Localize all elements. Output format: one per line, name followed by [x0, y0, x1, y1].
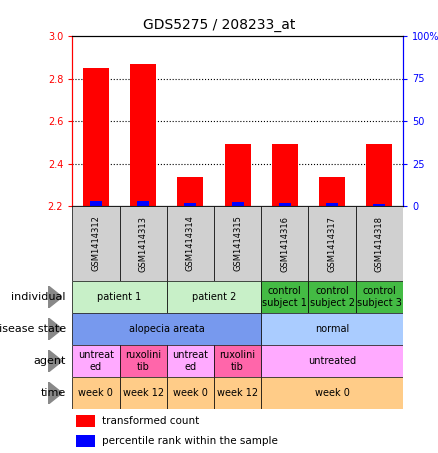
Bar — [356, 206, 403, 281]
Bar — [72, 313, 261, 345]
Text: GSM1414312: GSM1414312 — [92, 216, 100, 271]
Text: control
subject 2: control subject 2 — [310, 286, 355, 308]
Bar — [319, 177, 345, 206]
Text: week 0: week 0 — [173, 388, 208, 398]
Polygon shape — [48, 382, 62, 404]
Bar — [261, 377, 403, 409]
Bar — [167, 281, 261, 313]
Bar — [76, 415, 95, 427]
Bar — [261, 281, 308, 313]
Text: week 12: week 12 — [217, 388, 258, 398]
Text: untreat
ed: untreat ed — [173, 350, 208, 372]
Text: GDS5275 / 208233_at: GDS5275 / 208233_at — [143, 18, 295, 32]
Bar — [72, 206, 120, 281]
Bar — [366, 145, 392, 206]
Bar — [279, 203, 291, 206]
Bar — [72, 281, 167, 313]
Bar — [83, 68, 109, 206]
Bar — [225, 145, 251, 206]
Text: disease state: disease state — [0, 324, 66, 334]
Bar — [308, 206, 356, 281]
Bar — [177, 177, 203, 206]
Bar — [232, 202, 244, 206]
Text: GSM1414318: GSM1414318 — [375, 216, 384, 271]
Text: GSM1414314: GSM1414314 — [186, 216, 195, 271]
Bar — [167, 345, 214, 377]
Bar — [326, 203, 338, 206]
Bar — [261, 206, 308, 281]
Bar — [184, 203, 196, 206]
Bar — [130, 63, 156, 206]
Text: transformed count: transformed count — [102, 416, 199, 426]
Text: control
subject 3: control subject 3 — [357, 286, 402, 308]
Bar — [167, 377, 214, 409]
Text: week 0: week 0 — [78, 388, 113, 398]
Text: untreated: untreated — [308, 356, 356, 366]
Bar — [72, 377, 120, 409]
Text: normal: normal — [315, 324, 349, 334]
Text: GSM1414315: GSM1414315 — [233, 216, 242, 271]
Bar — [120, 377, 167, 409]
Text: patient 2: patient 2 — [192, 292, 236, 302]
Bar — [261, 345, 403, 377]
Bar — [76, 435, 95, 447]
Text: ruxolini
tib: ruxolini tib — [125, 350, 161, 372]
Text: patient 1: patient 1 — [97, 292, 141, 302]
Text: week 0: week 0 — [314, 388, 350, 398]
Text: control
subject 1: control subject 1 — [262, 286, 307, 308]
Text: GSM1414313: GSM1414313 — [139, 216, 148, 271]
Bar — [72, 345, 120, 377]
Text: ruxolini
tib: ruxolini tib — [219, 350, 256, 372]
Bar — [214, 206, 261, 281]
Bar — [214, 345, 261, 377]
Polygon shape — [48, 350, 62, 372]
Text: percentile rank within the sample: percentile rank within the sample — [102, 436, 278, 446]
Text: alopecia areata: alopecia areata — [129, 324, 205, 334]
Bar — [214, 377, 261, 409]
Bar — [120, 345, 167, 377]
Bar — [261, 313, 403, 345]
Bar — [308, 281, 356, 313]
Polygon shape — [48, 318, 62, 340]
Bar — [374, 204, 385, 206]
Text: individual: individual — [11, 292, 66, 302]
Bar — [120, 206, 167, 281]
Polygon shape — [48, 286, 62, 308]
Text: week 12: week 12 — [123, 388, 164, 398]
Bar — [137, 201, 149, 206]
Text: time: time — [40, 388, 66, 398]
Bar — [90, 201, 102, 206]
Text: untreat
ed: untreat ed — [78, 350, 114, 372]
Text: GSM1414316: GSM1414316 — [280, 216, 290, 271]
Bar — [272, 145, 298, 206]
Text: GSM1414317: GSM1414317 — [328, 216, 336, 271]
Bar — [167, 206, 214, 281]
Bar — [356, 281, 403, 313]
Text: agent: agent — [33, 356, 66, 366]
